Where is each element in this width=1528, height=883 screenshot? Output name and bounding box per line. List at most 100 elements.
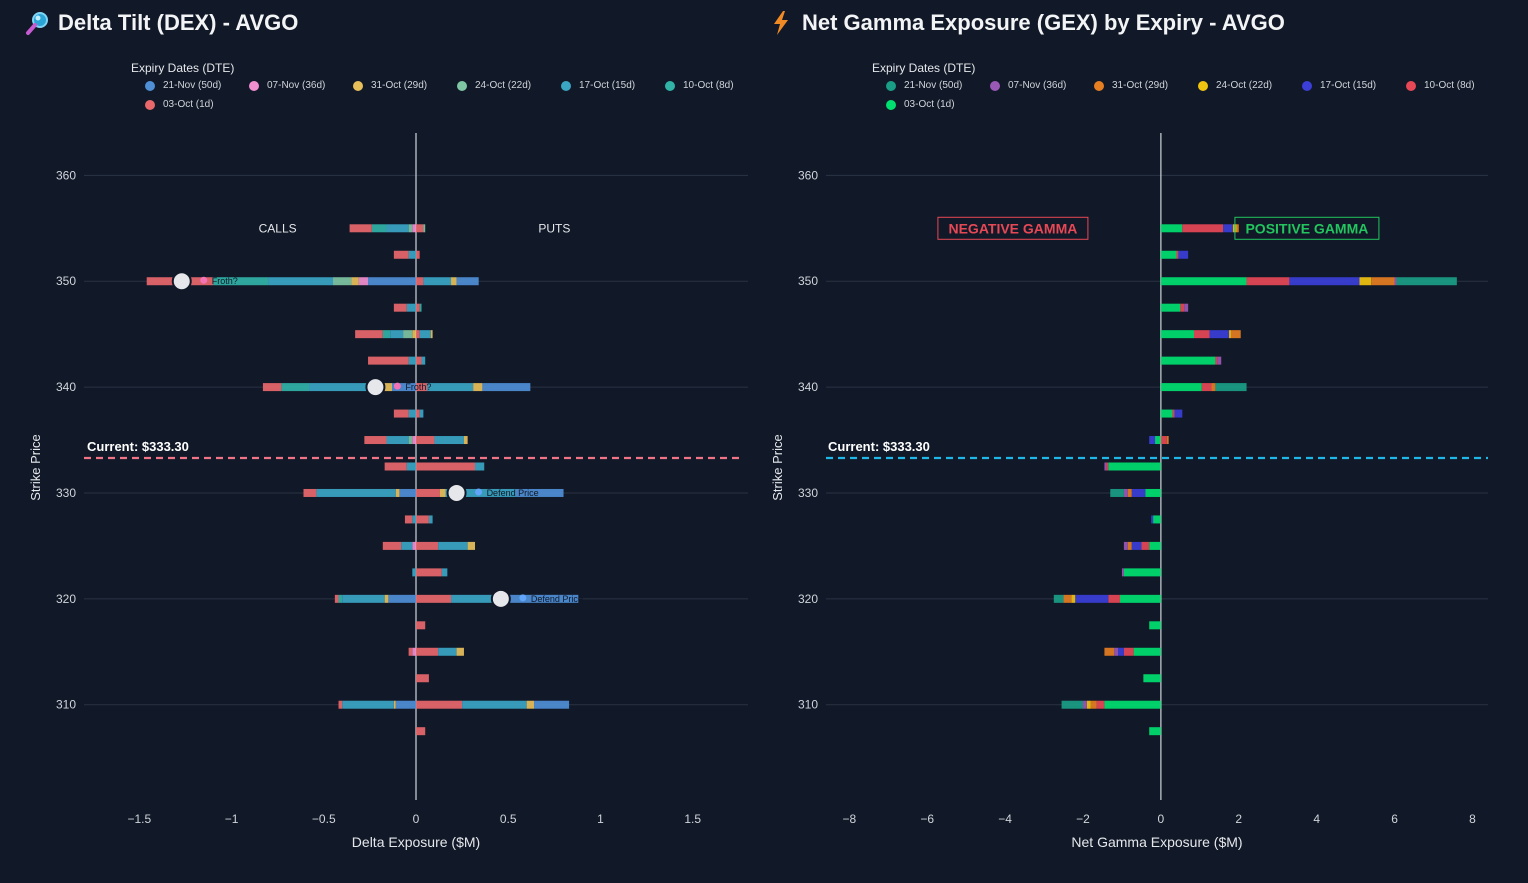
gex-xtick-label: −2	[1076, 812, 1090, 826]
dex-bar-segment	[333, 277, 352, 286]
dex-signal-marker	[171, 271, 192, 292]
gex-bar-segment	[1396, 277, 1457, 286]
dex-xtick-label: 1	[597, 812, 604, 826]
dex-bar-segment	[364, 436, 387, 445]
gex-bar-segment	[1211, 383, 1216, 392]
dex-bar-segment	[467, 541, 476, 550]
gex-bar-segment	[1108, 594, 1121, 603]
gex-bar-segment	[1143, 674, 1161, 683]
dex-legend-item[interactable]: 07-Nov (36d)	[249, 79, 353, 92]
dex-legend-label: 07-Nov (36d)	[267, 80, 326, 91]
dex-signal-label: Froth?	[212, 276, 238, 286]
dex-bar-segment	[419, 303, 422, 312]
gex-legend-item[interactable]: 10-Oct (8d)	[1406, 79, 1510, 92]
gex-bar-segment	[1104, 700, 1161, 709]
dex-bar-segment	[384, 462, 407, 471]
gex-bar-segment	[1160, 224, 1183, 233]
gex-bar-segment	[1166, 436, 1169, 445]
dex-legend-label: 10-Oct (8d)	[683, 80, 734, 91]
dex-legend-label: 31-Oct (29d)	[371, 80, 428, 91]
dex-bar-segment	[427, 383, 474, 392]
gex-bar-segment	[1061, 700, 1084, 709]
gex-title: Net Gamma Exposure (GEX) by Expiry - AVG…	[768, 10, 1285, 36]
dex-bar-segment	[358, 277, 369, 286]
dex-bar-segment	[382, 330, 391, 339]
dex-bar-segment	[399, 488, 416, 497]
dex-bar-segment	[428, 515, 433, 524]
gex-bar-segment	[1149, 541, 1161, 550]
dex-legend-item[interactable]: 03-Oct (1d)	[145, 98, 249, 111]
gex-ytick-label: 330	[798, 486, 818, 500]
gex-bar-segment	[1178, 250, 1189, 259]
dex-legend-item[interactable]: 21-Nov (50d)	[145, 79, 249, 92]
gex-bar-segment	[1153, 515, 1161, 524]
dex-bar-segment	[416, 515, 429, 524]
dex-bar-segment	[316, 488, 396, 497]
dex-legend-label: 03-Oct (1d)	[163, 99, 214, 110]
gex-bar-segment	[1063, 594, 1072, 603]
dex-legend-swatch	[353, 80, 363, 91]
dex-legend-swatch	[145, 99, 155, 110]
gex-legend-item[interactable]: 21-Nov (50d)	[886, 79, 990, 92]
dex-bar-segment	[416, 277, 424, 286]
gex-bar-segment	[1371, 277, 1395, 286]
gex-legend-item[interactable]: 07-Nov (36d)	[990, 79, 1094, 92]
gex-bar-segment	[1289, 277, 1360, 286]
dex-bar-segment	[438, 647, 457, 656]
dex-bar-segment	[462, 700, 527, 709]
dex-bar-segment	[412, 568, 416, 577]
gex-legend-item[interactable]: 17-Oct (15d)	[1302, 79, 1406, 92]
dex-bar-segment	[416, 383, 428, 392]
dex-legend-item[interactable]: 24-Oct (22d)	[457, 79, 561, 92]
gex-bar-segment	[1131, 488, 1146, 497]
gex-bar-segment	[1201, 383, 1212, 392]
gex-bar-segment	[1176, 250, 1179, 259]
dex-xtick-label: −0.5	[312, 812, 336, 826]
dex-legend-item[interactable]: 10-Oct (8d)	[665, 79, 769, 92]
gex-legend-swatch	[886, 80, 896, 91]
dex-bar-segment	[395, 700, 416, 709]
dex-bar-segment	[393, 303, 407, 312]
dex-bar-segment	[451, 277, 457, 286]
dex-bar-segment	[404, 515, 413, 524]
gex-bar-segment	[1182, 224, 1224, 233]
gex-bar-segment	[1160, 409, 1173, 418]
dex-bar-segment	[416, 647, 439, 656]
gex-xtick-label: −8	[843, 812, 857, 826]
gex-legend-item[interactable]: 03-Oct (1d)	[886, 98, 990, 111]
dex-bar-segment	[515, 488, 564, 497]
gex-legend-item[interactable]: 31-Oct (29d)	[1094, 79, 1198, 92]
dex-bar-segment	[382, 541, 402, 550]
gex-bar-segment	[1217, 356, 1222, 365]
dex-legend-swatch	[145, 80, 155, 91]
gex-xlabel: Net Gamma Exposure ($M)	[1071, 834, 1242, 850]
dex-bar-segment	[456, 277, 479, 286]
dex-bar-segment	[439, 488, 446, 497]
gex-bar-segment	[1151, 515, 1154, 524]
dex-bar-segment	[384, 594, 389, 603]
dex-bar-segment	[281, 383, 310, 392]
negative-gamma-label: NEGATIVE GAMMA	[948, 220, 1077, 236]
dex-bar-segment	[368, 277, 416, 286]
dex-bar-segment	[534, 700, 570, 709]
dex-bar-segment	[416, 621, 426, 630]
gex-panel: Net Gamma Exposure (GEX) by Expiry - AVG…	[764, 0, 1528, 883]
dex-bar-segment	[408, 356, 416, 365]
dex-bar-segment	[303, 488, 317, 497]
gex-legend-item[interactable]: 24-Oct (22d)	[1198, 79, 1302, 92]
dex-bar-segment	[406, 462, 416, 471]
dex-xtick-label: −1	[225, 812, 239, 826]
gex-legend-swatch	[1302, 80, 1312, 91]
dex-legend-title: Expiry Dates (DTE)	[131, 61, 235, 75]
dex-ytick-label: 350	[56, 274, 76, 288]
negative-gamma-box	[937, 216, 1089, 240]
dex-legend-item[interactable]: 31-Oct (29d)	[353, 79, 457, 92]
dex-bar-segment	[368, 356, 409, 365]
dex-legend-item[interactable]: 17-Oct (15d)	[561, 79, 665, 92]
dex-bar-segment	[386, 436, 409, 445]
gex-bar-segment	[1149, 436, 1156, 445]
dex-bar-segment	[382, 383, 393, 392]
gex-bar-segment	[1104, 647, 1115, 656]
froth-icon	[200, 276, 208, 284]
gex-title-text: Net Gamma Exposure (GEX) by Expiry - AVG…	[802, 10, 1285, 35]
